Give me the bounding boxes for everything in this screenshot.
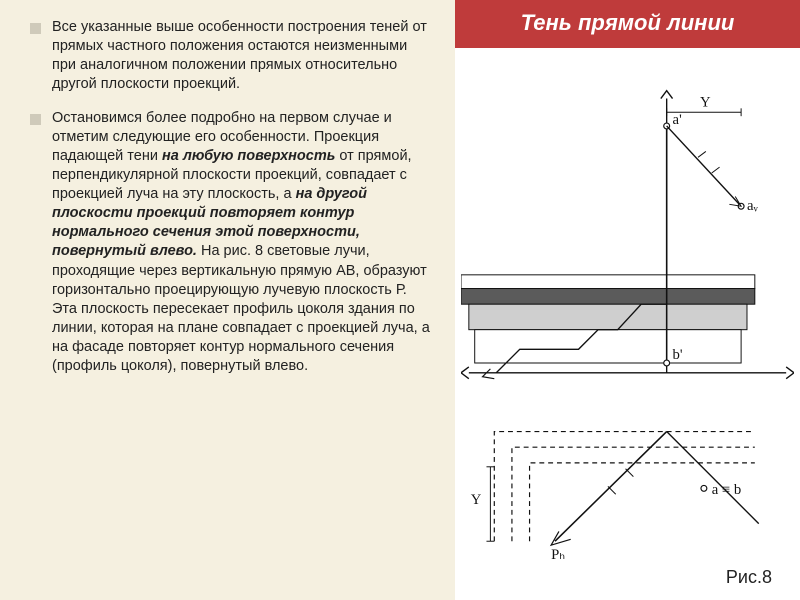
text-run: на любую поверхность xyxy=(162,148,335,164)
svg-text:aᵥ: aᵥ xyxy=(747,199,759,215)
slide-title: Тень прямой линии xyxy=(455,0,800,48)
text-run: Все указанные выше особенности построени… xyxy=(52,19,427,92)
figure-caption: Рис.8 xyxy=(726,567,772,588)
ray-plan xyxy=(555,432,667,542)
dim-y-bot xyxy=(486,467,494,541)
bullet-item: Все указанные выше особенности построени… xyxy=(30,18,435,95)
svg-text:Y: Y xyxy=(700,95,711,111)
diagram-svg: Y a' aᵥ b' a ≡ b Pₕ Y xyxy=(461,54,794,594)
diagram-area: Y a' aᵥ b' a ≡ b Pₕ Y Рис.8 xyxy=(455,48,800,600)
bullet-list: Все указанные выше особенности построени… xyxy=(30,18,435,376)
svg-text:Y: Y xyxy=(471,492,482,508)
bullet-item: Остановимся более подробно на первом слу… xyxy=(30,109,435,377)
svg-text:a': a' xyxy=(673,112,683,128)
svg-text:b': b' xyxy=(673,347,683,363)
ray-av xyxy=(667,126,741,206)
text-panel: Все указанные выше особенности построени… xyxy=(0,0,455,600)
text-run: На рис. 8 световые лучи, проходящие чере… xyxy=(52,243,430,374)
figure-panel: Тень прямой линии xyxy=(455,0,800,600)
svg-text:Pₕ: Pₕ xyxy=(551,547,565,563)
elevation-block xyxy=(461,275,755,363)
svg-text:a ≡ b: a ≡ b xyxy=(712,483,742,499)
